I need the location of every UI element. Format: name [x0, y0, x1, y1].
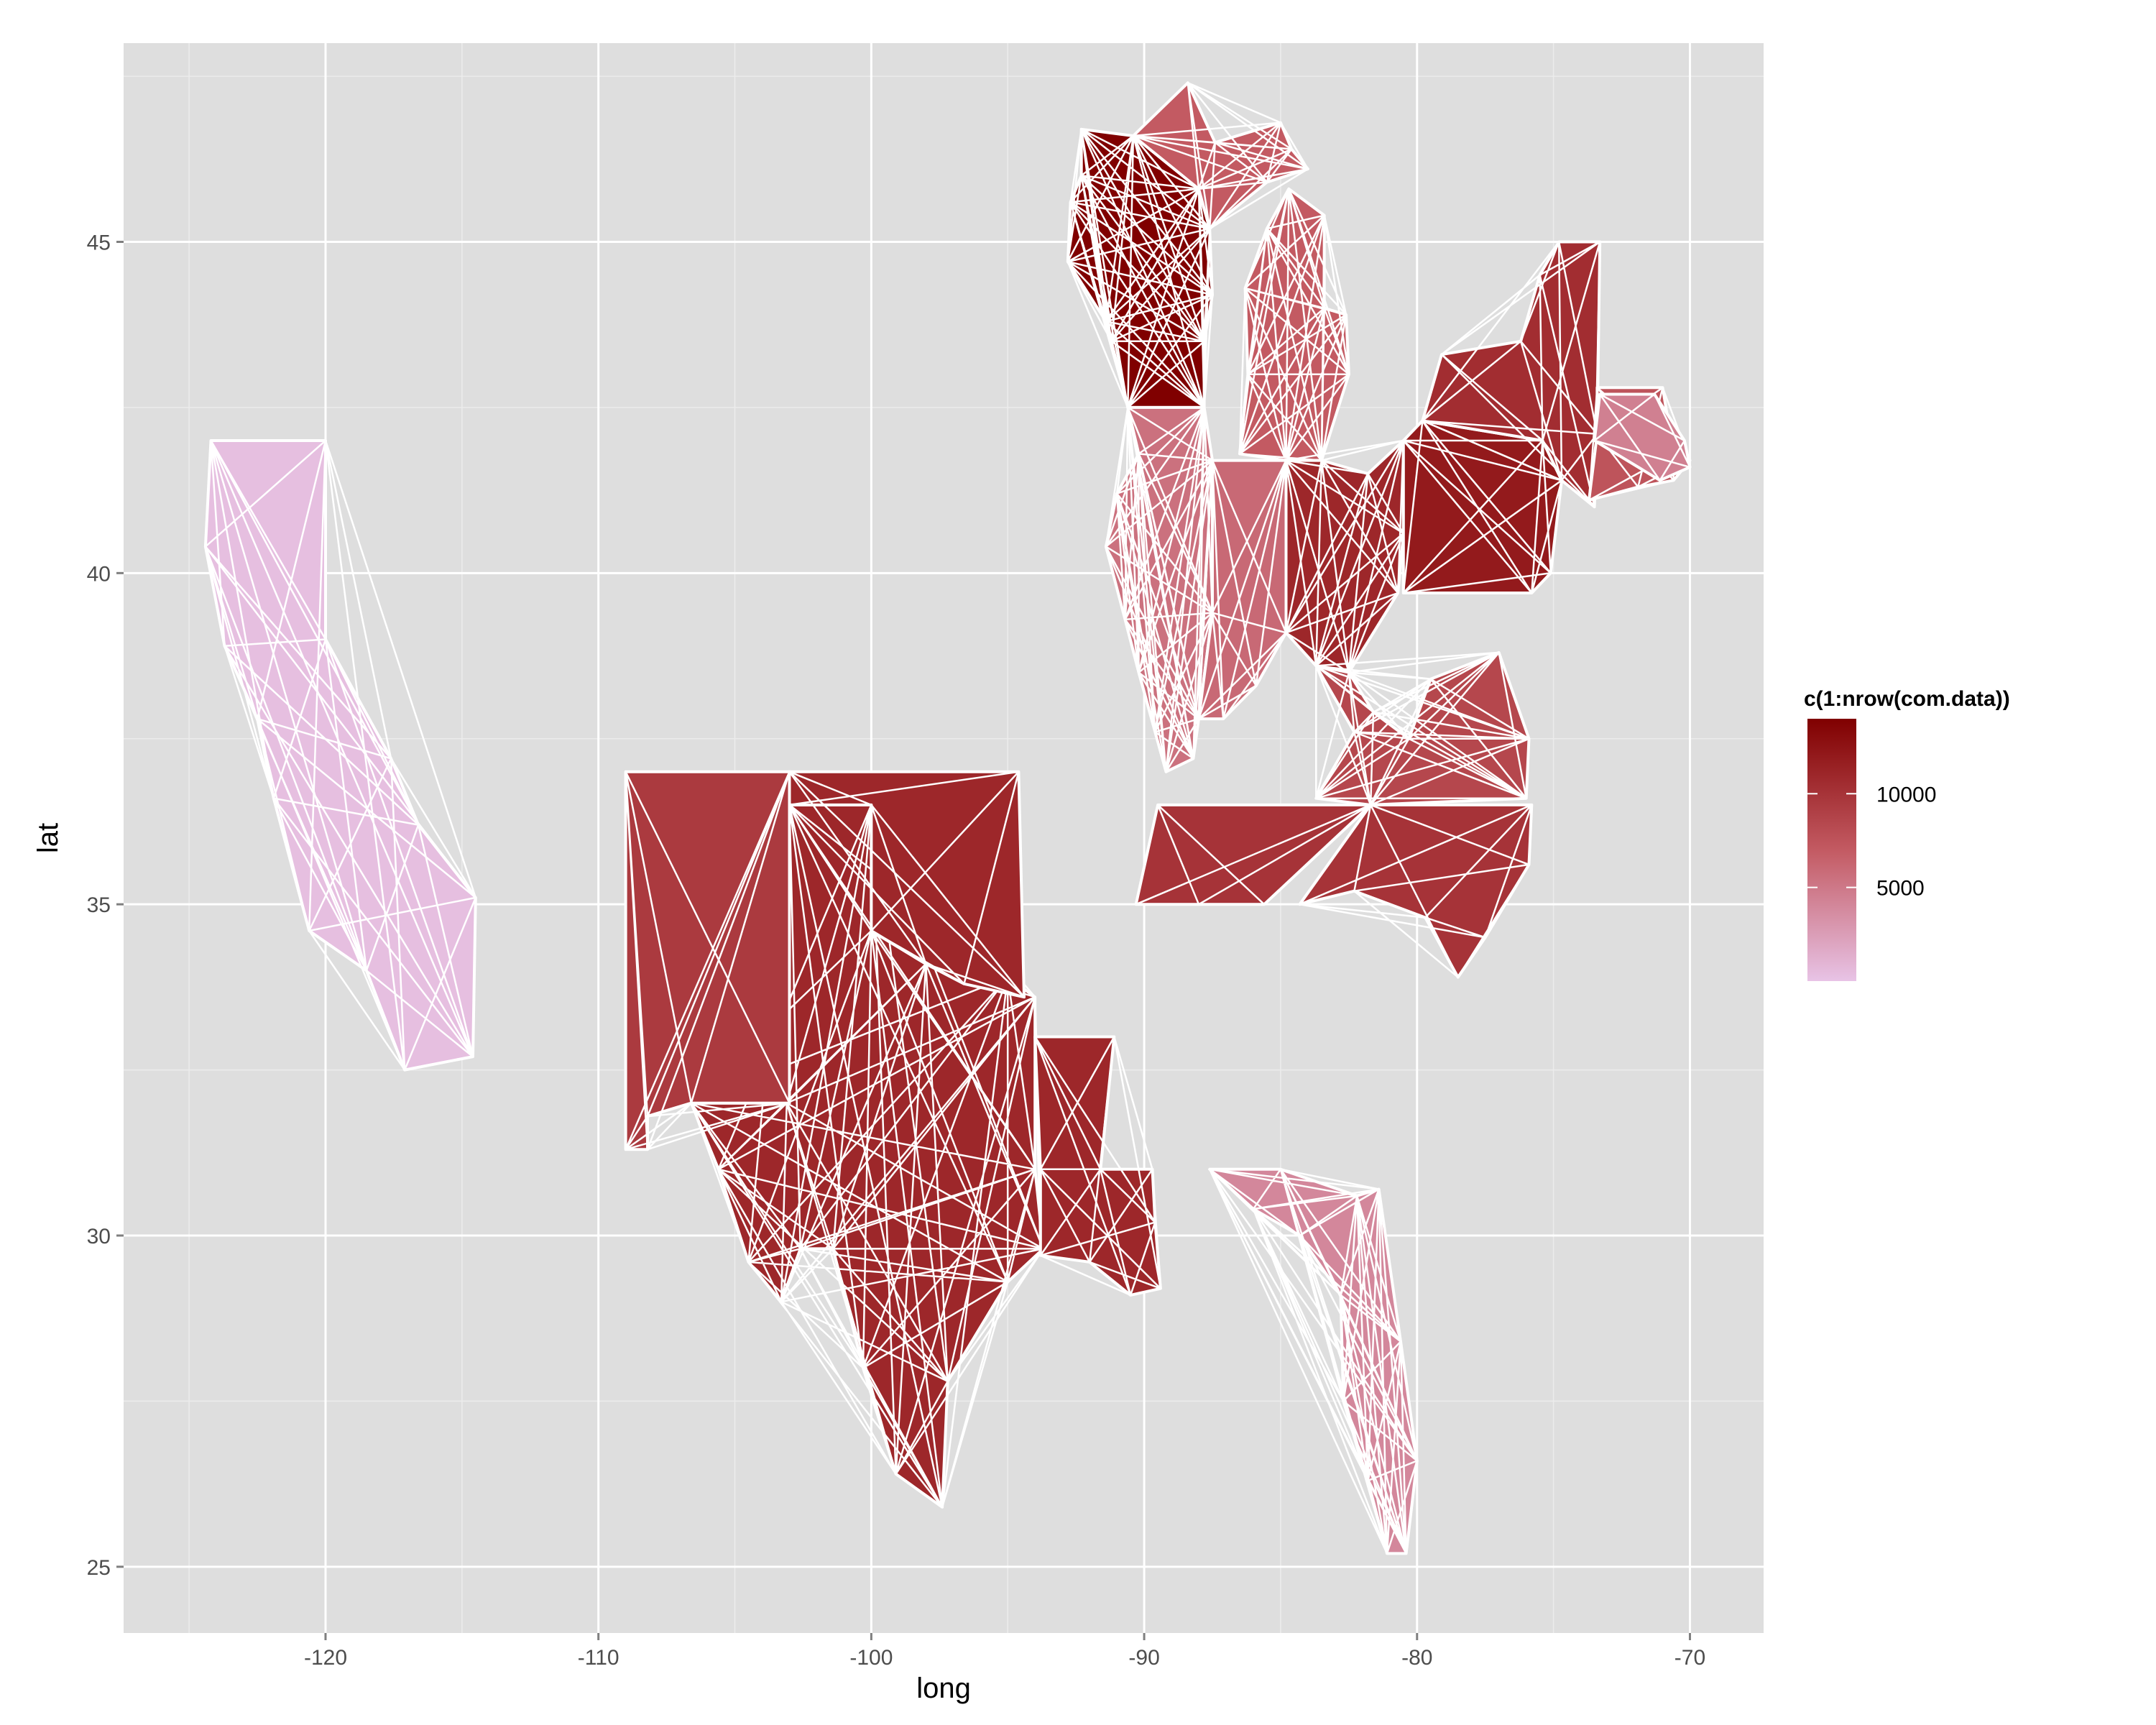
region-outline-lines — [1209, 1168, 1419, 1554]
region-outline-lines — [1238, 188, 1350, 461]
region-new-mexico — [624, 770, 791, 1151]
x-tick-label: -120 — [304, 1646, 347, 1670]
y-tick-label: 45 — [87, 231, 111, 255]
x-tick-label: -90 — [1128, 1646, 1159, 1670]
y-tick-label: 40 — [87, 562, 111, 586]
x-tick-label: -110 — [578, 1646, 619, 1670]
x-tick-label: -100 — [849, 1646, 893, 1670]
region-ohio — [1284, 439, 1405, 674]
region-massachusetts — [1593, 392, 1692, 482]
region-florida — [1208, 1167, 1419, 1555]
region-outline-lines — [204, 440, 476, 1071]
region-outline-lines — [788, 770, 1025, 998]
legend-title: c(1:nrow(com.data)) — [1804, 687, 2010, 711]
region-north-carolina — [1298, 803, 1534, 979]
region-outline-lines — [1402, 420, 1563, 594]
region-fill — [1131, 81, 1309, 231]
y-axis: 25 30 35 40 45 — [87, 231, 124, 1580]
region-outline-lines — [1315, 651, 1530, 806]
region-louisiana — [1033, 1035, 1162, 1297]
region-michigan-upper — [1131, 81, 1309, 231]
legend: c(1:nrow(com.data)) 5000 10000 — [1804, 687, 2010, 981]
y-tick-label: 35 — [87, 893, 111, 917]
region-outline-lines — [1299, 804, 1533, 978]
x-tick-label: -80 — [1401, 1646, 1432, 1670]
region-michigan-lower — [1238, 187, 1350, 462]
x-axis: -120 -110 -100 -90 -80 -70 — [304, 1633, 1705, 1670]
region-outline-lines — [1033, 1036, 1162, 1297]
region-california — [203, 439, 477, 1072]
region-outline-lines — [1067, 128, 1214, 408]
legend-break-label: 5000 — [1876, 877, 1925, 901]
region-outline-lines — [1135, 804, 1371, 906]
region-new-york — [1421, 240, 1602, 509]
region-outline-lines — [1105, 406, 1214, 773]
map-regions — [203, 81, 1692, 1555]
region-outline-lines — [1197, 460, 1287, 720]
x-axis-title: long — [916, 1673, 971, 1704]
y-axis-title: lat — [32, 823, 64, 853]
region-outline-lines — [1593, 393, 1691, 482]
region-kentucky-virginia — [1314, 650, 1531, 806]
region-outline-lines — [1285, 439, 1405, 673]
region-outline-lines — [1132, 82, 1309, 230]
legend-colorbar — [1807, 719, 1856, 981]
x-tick-label: -70 — [1674, 1646, 1705, 1670]
legend-break-label: 10000 — [1876, 783, 1936, 806]
region-oklahoma — [788, 770, 1026, 999]
y-tick-label: 25 — [87, 1556, 111, 1580]
region-outline-lines — [1422, 241, 1601, 508]
region-tennessee — [1134, 803, 1373, 906]
region-outline-lines — [625, 771, 791, 1151]
y-tick-label: 30 — [87, 1225, 111, 1248]
legend-ticks: 5000 10000 — [1807, 783, 1936, 901]
